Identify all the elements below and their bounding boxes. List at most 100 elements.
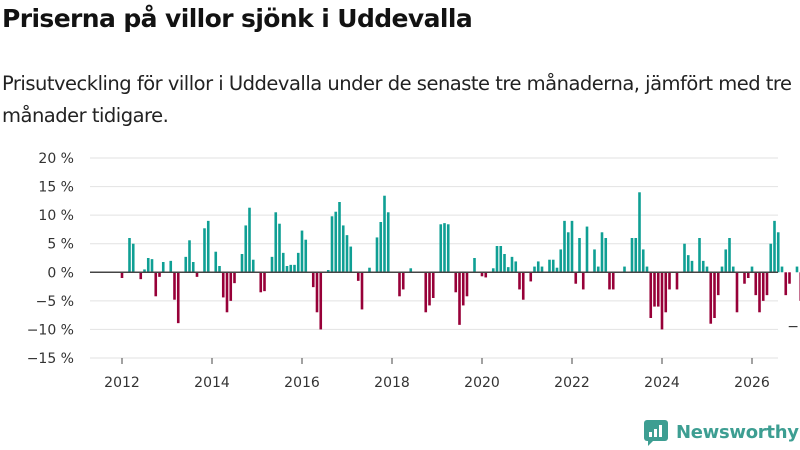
bar: [473, 258, 476, 273]
chart-title: Priserna på villor sjönk i Uddevalla: [2, 4, 473, 33]
bar: [645, 266, 649, 273]
bar: [270, 256, 274, 273]
bar: [184, 256, 188, 273]
bar: [551, 259, 555, 273]
bar: [795, 266, 799, 273]
bar: [608, 272, 611, 290]
bar: [296, 252, 300, 273]
bar: [780, 266, 784, 273]
bar: [214, 251, 218, 273]
bar: [311, 272, 315, 288]
x-tick-label: 2020: [464, 375, 500, 391]
bar: [641, 249, 645, 273]
bar: [143, 269, 146, 273]
bar: [596, 266, 600, 273]
bar: [383, 195, 386, 273]
bar: [150, 259, 154, 273]
bar: [326, 270, 330, 273]
bar: [585, 226, 589, 273]
bar: [206, 220, 210, 273]
y-tick-label: −5 %: [36, 294, 74, 310]
bar: [701, 260, 705, 273]
bar: [754, 272, 758, 296]
bar: [349, 246, 353, 273]
bar: [120, 272, 124, 278]
bar: [578, 238, 581, 273]
y-tick-label: −15 %: [27, 351, 74, 367]
bar: [653, 272, 656, 307]
bar: [743, 272, 746, 284]
bar: [304, 239, 308, 273]
bar: [439, 224, 443, 273]
newsworthy-logo[interactable]: Newsworthy: [644, 420, 799, 446]
bar: [698, 238, 701, 273]
bar: [746, 272, 750, 278]
y-tick-label: −10 %: [27, 322, 74, 338]
bar: [431, 272, 435, 298]
bar: [634, 238, 638, 273]
bar: [660, 272, 664, 330]
bar: [173, 272, 176, 300]
bar: [765, 272, 769, 296]
bar: [559, 249, 563, 273]
bar: [623, 266, 626, 273]
bar: [776, 232, 780, 273]
bar: [289, 264, 293, 273]
bar: [574, 272, 578, 284]
bar: [446, 224, 450, 273]
bar: [758, 272, 761, 313]
bar: [604, 238, 608, 273]
bar: [338, 202, 341, 273]
bar: [360, 272, 364, 310]
bar: [750, 266, 754, 273]
y-tick-label: 20 %: [38, 151, 74, 167]
bar: [240, 254, 244, 273]
bar: [274, 212, 278, 273]
bar: [341, 225, 345, 273]
x-tick-label: 2014: [194, 375, 230, 391]
bar: [218, 266, 221, 273]
bar: [131, 243, 135, 273]
bar: [638, 192, 641, 273]
x-tick-label: 2018: [374, 375, 410, 391]
bar: [386, 212, 390, 273]
bar: [683, 243, 686, 273]
bar: [675, 272, 679, 290]
bar: [128, 238, 131, 273]
x-tick-label: 2022: [554, 375, 590, 391]
bar: [368, 267, 371, 273]
bar: [293, 264, 296, 273]
bar: [581, 272, 585, 290]
bar: [188, 240, 191, 273]
bar: [518, 272, 521, 290]
bar: [724, 249, 728, 273]
chart-subtitle: Prisutveckling för villor i Uddevalla un…: [2, 72, 792, 127]
bar: [514, 261, 518, 273]
bar: [788, 272, 791, 284]
bar: [499, 246, 503, 273]
bar: [278, 223, 281, 273]
bar: [728, 238, 731, 273]
grid-lines: [90, 157, 778, 359]
bar: [480, 272, 484, 277]
y-tick-label: 5 %: [47, 237, 74, 253]
bar: [461, 272, 465, 306]
bar: [506, 267, 510, 273]
bar: [630, 238, 634, 273]
bar: [593, 249, 596, 273]
bar: [191, 262, 195, 273]
bar: [161, 262, 165, 273]
bar: [398, 272, 401, 297]
bar: [548, 259, 551, 273]
bar: [334, 211, 338, 273]
bar: [375, 237, 379, 273]
bar: [570, 220, 574, 273]
bar: [244, 225, 248, 273]
bar: [176, 272, 180, 324]
bar: [510, 256, 514, 273]
bar: [761, 272, 765, 301]
bar: [465, 272, 469, 297]
bar: [566, 232, 570, 273]
bar: [784, 272, 788, 296]
